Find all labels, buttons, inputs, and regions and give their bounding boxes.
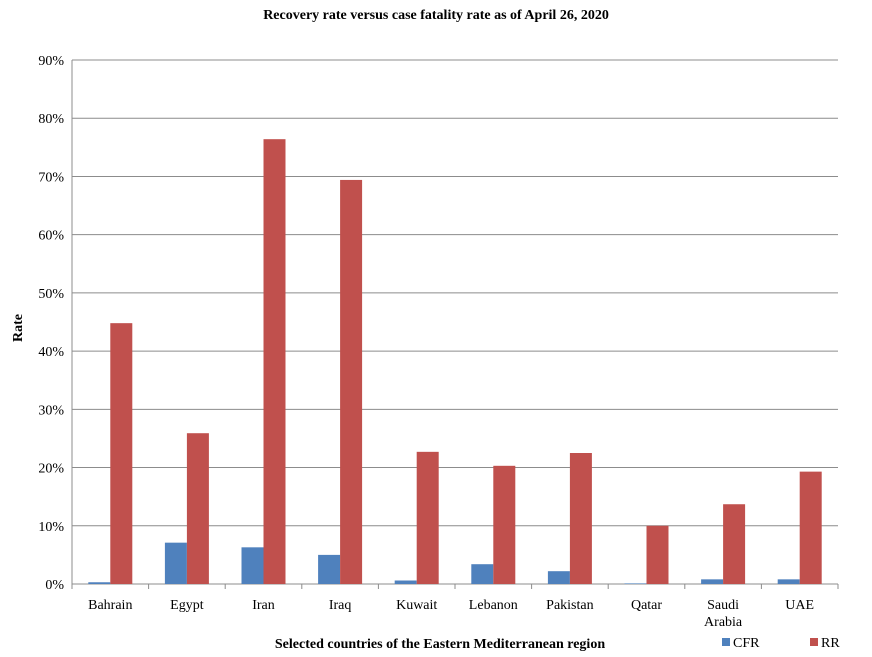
- x-tick-label: Saudi: [707, 598, 739, 613]
- y-tick-labels: 0% 10% 20% 30% 40% 50% 60% 70% 80% 90%: [38, 54, 64, 593]
- bar-cfr: [394, 580, 417, 584]
- bar-cfr: [701, 579, 724, 584]
- y-tick-label: 50%: [38, 287, 64, 302]
- legend-label-cfr: CFR: [733, 636, 760, 651]
- bar-cfr: [318, 554, 341, 584]
- bar-cfr: [164, 542, 187, 584]
- bar-cfr: [624, 583, 647, 584]
- legend: CFR RR: [722, 636, 840, 651]
- y-tick-label: 0%: [45, 578, 64, 593]
- gridlines: [72, 59, 838, 527]
- y-tick-label: 20%: [38, 462, 64, 477]
- y-tick-label: 40%: [38, 345, 64, 360]
- y-axis-title: Rate: [11, 314, 26, 342]
- y-tick-label: 10%: [38, 520, 64, 535]
- chart-title: Recovery rate versus case fatality rate …: [263, 8, 609, 23]
- x-tick-label: Iran: [252, 598, 275, 613]
- x-tick-label: Lebanon: [469, 598, 518, 613]
- bar-rr: [416, 451, 439, 584]
- bar-rr: [263, 139, 286, 584]
- x-tick-label: Qatar: [631, 598, 662, 613]
- y-tick-label: 30%: [38, 403, 64, 418]
- x-tick-label: Kuwait: [396, 598, 437, 613]
- x-tick-labels: Bahrain Egypt Iran Iraq Kuwait Lebanon Pakista…: [88, 598, 814, 630]
- bar-cfr: [777, 579, 800, 584]
- x-tick-label: Iraq: [329, 598, 352, 613]
- y-tick-label: 60%: [38, 229, 64, 244]
- bar-cfr: [471, 564, 494, 584]
- x-tick-label: Bahrain: [88, 598, 132, 613]
- bar-rr: [569, 453, 592, 584]
- bar-rr: [340, 179, 363, 584]
- bar-rr: [186, 433, 209, 584]
- bar-rr: [493, 465, 516, 584]
- x-tick-label: Egypt: [170, 598, 204, 613]
- bar-rr: [110, 323, 133, 584]
- bar-rr: [799, 471, 822, 584]
- bar-cfr: [241, 547, 264, 584]
- bar-cfr: [88, 582, 111, 584]
- legend-label-rr: RR: [821, 636, 840, 651]
- x-axis-title: Selected countries of the Eastern Medite…: [275, 637, 605, 652]
- x-tick-label: Arabia: [704, 615, 743, 630]
- x-tick-label: Pakistan: [546, 598, 593, 613]
- y-tick-label: 70%: [38, 170, 64, 185]
- bars: [88, 139, 822, 584]
- y-tick-label: 90%: [38, 54, 64, 69]
- legend-swatch-cfr: [722, 638, 730, 646]
- bar-rr: [646, 525, 669, 584]
- bar-rr: [723, 504, 746, 584]
- legend-swatch-rr: [810, 638, 818, 646]
- y-tick-label: 80%: [38, 112, 64, 127]
- x-tick-label: UAE: [785, 598, 814, 613]
- bar-cfr: [547, 571, 570, 584]
